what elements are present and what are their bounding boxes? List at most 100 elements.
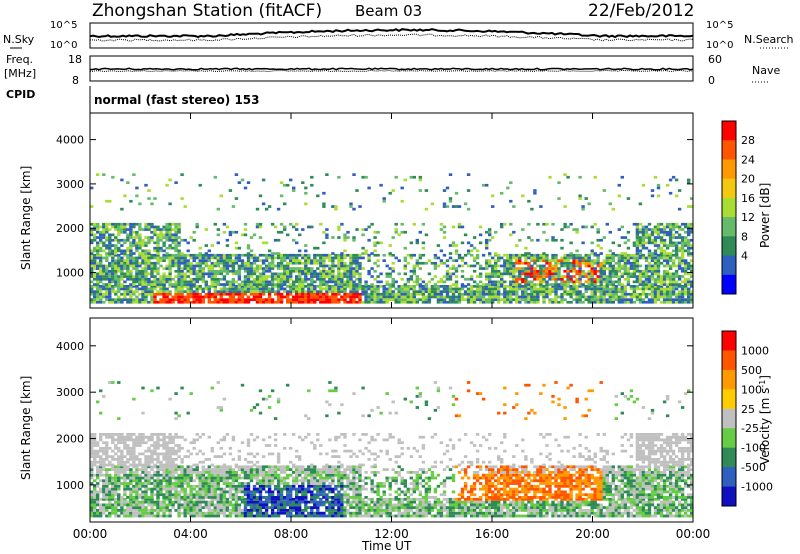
echo-cell — [644, 256, 649, 260]
echo-cell — [647, 285, 652, 288]
echo-cell — [650, 290, 655, 293]
echo-cell — [249, 460, 254, 464]
echo-cell — [391, 189, 395, 192]
echo-cell — [123, 252, 127, 255]
echo-cell — [171, 300, 175, 304]
echo-cell — [632, 264, 637, 268]
echo-cell — [684, 241, 688, 245]
echo-cell — [90, 267, 94, 270]
echo-cell — [132, 225, 136, 229]
echo-cell — [445, 277, 450, 281]
echo-cell — [105, 230, 109, 234]
echo-cell — [614, 269, 618, 273]
echo-cell — [171, 460, 175, 464]
echo-cell — [488, 264, 492, 268]
echo-cell — [665, 287, 670, 291]
echo-cell — [108, 295, 112, 299]
echo-cell — [687, 283, 691, 286]
echo-cell — [90, 446, 94, 450]
echo-cell — [539, 283, 543, 286]
echo-cell — [162, 496, 166, 499]
echo-cell — [668, 222, 673, 226]
echo-cell — [436, 298, 441, 301]
echo-cell — [135, 476, 139, 480]
echo-cell — [668, 298, 673, 301]
echo-cell — [361, 256, 365, 260]
echo-cell — [120, 292, 124, 296]
echo-cell — [662, 275, 667, 278]
echo-cell — [668, 238, 673, 242]
echo-cell — [264, 283, 269, 286]
echo-cell — [524, 253, 528, 257]
echo-cell — [141, 292, 145, 296]
echo-cell — [162, 275, 166, 278]
echo-cell — [367, 186, 371, 190]
echo-cell — [207, 503, 211, 507]
echo-cell — [533, 253, 537, 257]
echo-cell — [231, 503, 236, 507]
echo-cell — [551, 275, 555, 278]
echo-cell — [491, 269, 495, 273]
echo-cell — [475, 261, 480, 265]
echo-cell — [183, 476, 187, 480]
echo-cell — [451, 225, 456, 229]
echo-cell — [225, 280, 230, 284]
echo-cell — [527, 280, 531, 284]
echo-cell — [96, 455, 100, 458]
echo-cell — [105, 514, 109, 518]
echo-cell — [144, 253, 148, 257]
echo-cell — [129, 249, 133, 253]
echo-cell — [328, 267, 332, 270]
echo-cell — [99, 433, 103, 436]
echo-cell — [445, 272, 450, 276]
echo-cell — [608, 259, 612, 262]
echo-cell — [162, 253, 166, 257]
echo-cell — [186, 455, 190, 458]
echo-cell — [454, 267, 459, 270]
echo-cell — [690, 292, 694, 296]
echo-cell — [171, 285, 175, 288]
echo-cell — [114, 465, 118, 469]
echo-cell — [442, 236, 447, 239]
echo-cell — [267, 280, 272, 284]
echo-cell — [515, 259, 519, 262]
echo-cell — [240, 490, 245, 494]
echo-cell — [334, 300, 338, 304]
echo-cell — [153, 463, 157, 467]
echo-cell — [650, 233, 655, 237]
echo-cell — [198, 275, 202, 278]
echo-cell — [117, 500, 121, 504]
echo-cell — [506, 300, 510, 304]
echo-cell — [593, 290, 597, 293]
echo-cell — [213, 493, 217, 497]
echo-cell — [418, 277, 422, 281]
colorbar-swatch — [722, 159, 736, 180]
echo-cell — [328, 290, 332, 293]
echo-cell — [524, 275, 528, 278]
echo-cell — [138, 264, 142, 268]
echo-cell — [289, 178, 293, 182]
echo-cell — [690, 275, 694, 278]
echo-cell — [255, 277, 260, 281]
echo-cell — [234, 298, 239, 301]
echo-cell — [361, 233, 365, 237]
echo-cell — [114, 452, 118, 456]
echo-cell — [509, 261, 513, 265]
echo-cell — [500, 275, 504, 278]
echo-cell — [491, 236, 495, 239]
echo-cell — [301, 292, 305, 296]
echo-cell — [165, 256, 169, 260]
echo-cell — [466, 241, 471, 245]
echo-cell — [485, 259, 489, 262]
echo-cell — [132, 259, 136, 262]
echo-cell — [364, 295, 368, 299]
echo-cell — [298, 249, 302, 253]
echo-cell — [527, 285, 531, 288]
echo-cell — [114, 269, 118, 273]
echo-cell — [96, 400, 100, 404]
echo-cell — [123, 482, 127, 485]
echo-cell — [117, 471, 121, 474]
echo-cell — [93, 444, 97, 447]
echo-cell — [198, 503, 202, 507]
echo-cell — [237, 269, 242, 273]
